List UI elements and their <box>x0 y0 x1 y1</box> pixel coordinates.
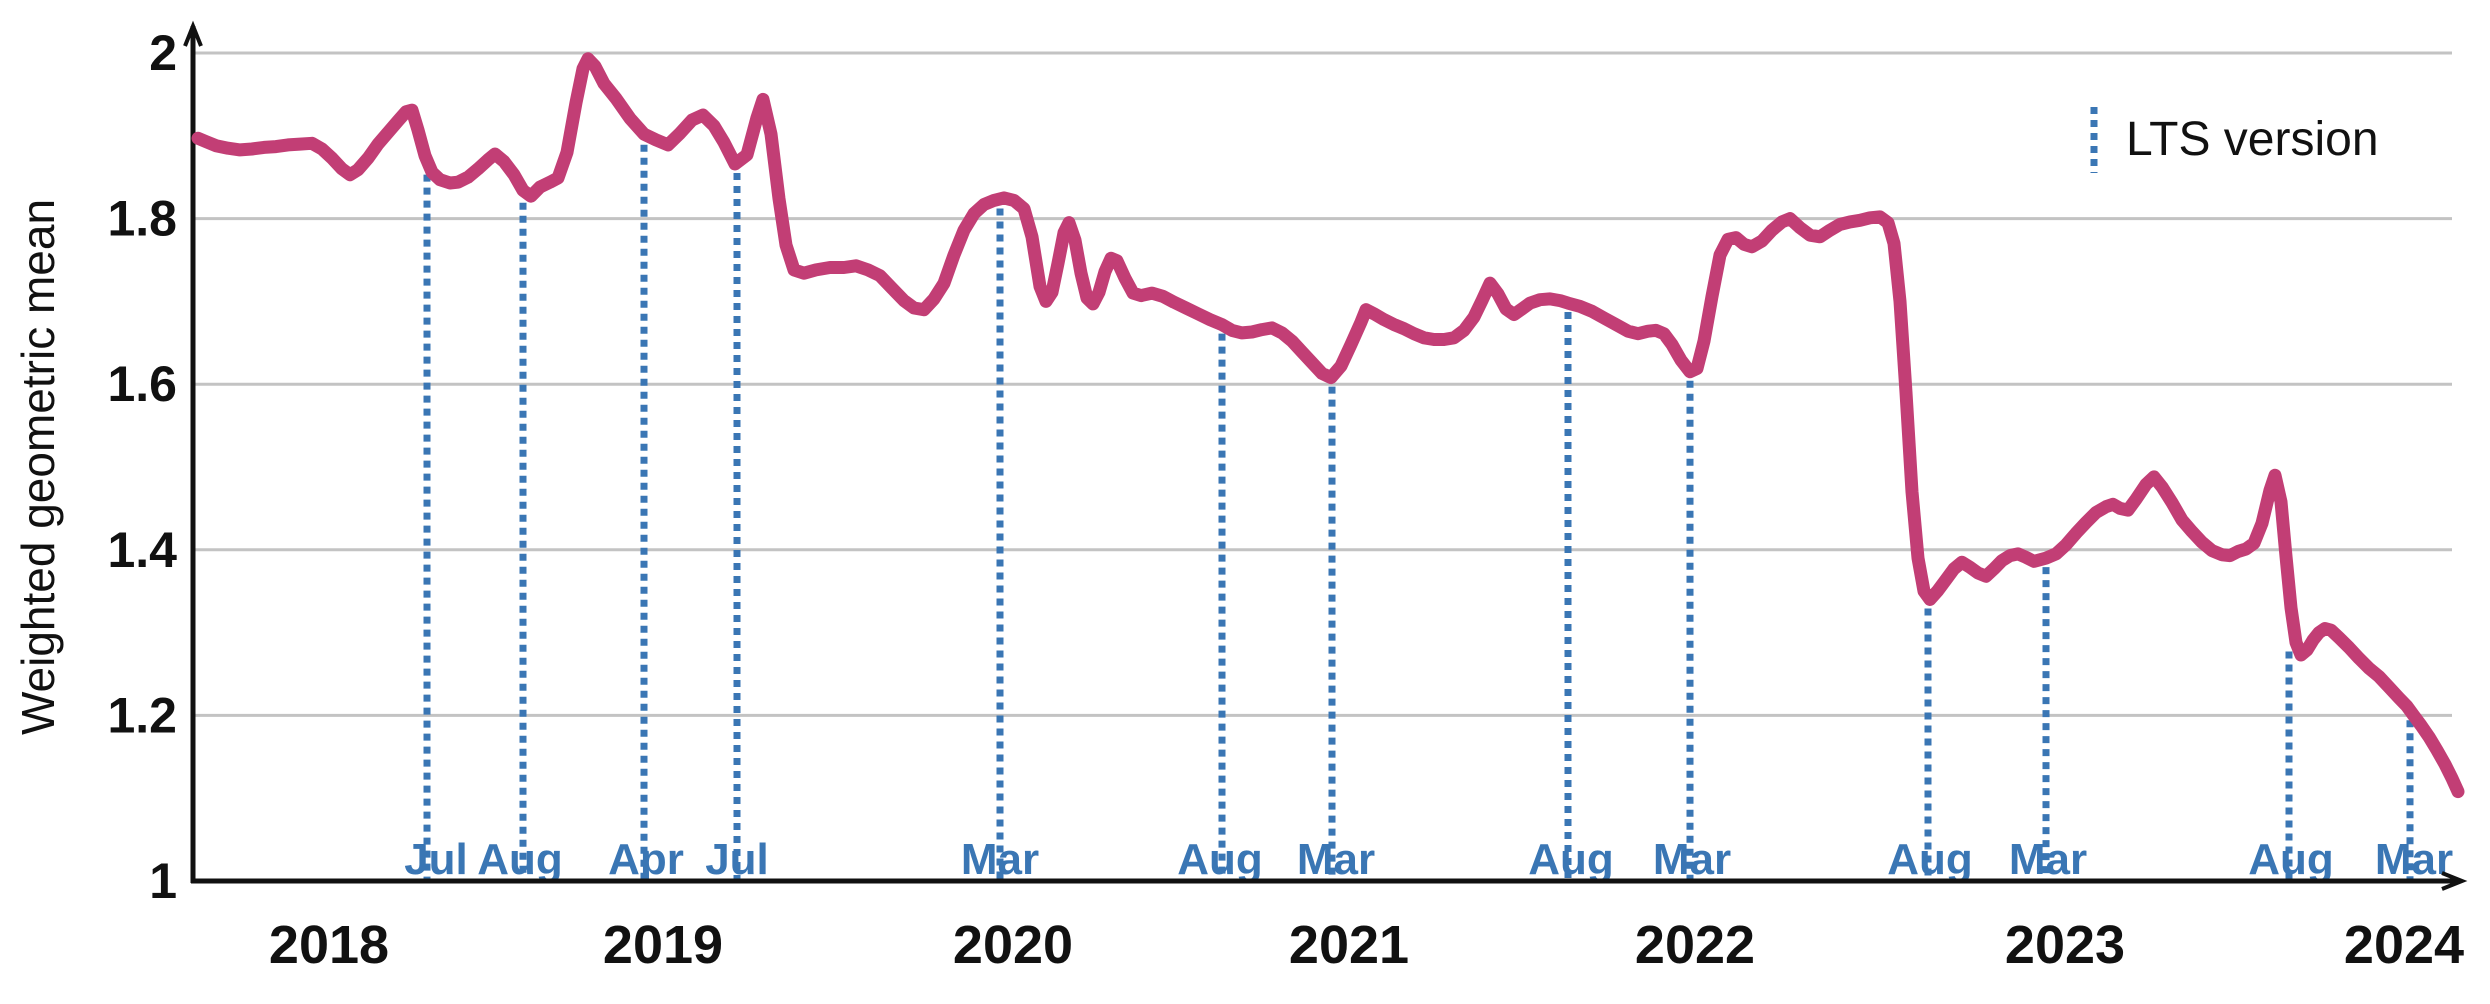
y-tick-label: 1.8 <box>107 191 177 247</box>
lts-month-label: Aug <box>1528 835 1614 884</box>
y-axis-arrow-icon <box>183 20 203 47</box>
legend-lts-marker-icon <box>2090 107 2098 173</box>
legend-label: LTS version <box>2126 112 2379 166</box>
y-tick-label: 1.2 <box>107 687 177 743</box>
x-year-label: 2022 <box>1635 915 1755 975</box>
y-tick-label: 2 <box>149 25 177 81</box>
lts-month-label: Apr <box>608 835 684 884</box>
lts-month-label: Mar <box>2375 835 2453 884</box>
data-series-line <box>191 52 2465 799</box>
x-year-label: 2018 <box>269 915 389 975</box>
lts-month-label: Aug <box>477 835 563 884</box>
x-year-label: 2023 <box>2005 915 2125 975</box>
lts-month-label: Aug <box>1887 835 1973 884</box>
lts-month-label: Jul <box>705 835 769 884</box>
y-tick-label: 1 <box>149 853 177 909</box>
lts-month-label: Mar <box>1297 835 1375 884</box>
y-tick-label: 1.4 <box>107 522 177 578</box>
x-year-label: 2024 <box>2344 915 2464 975</box>
lts-month-label: Aug <box>2248 835 2334 884</box>
lts-month-label: Mar <box>961 835 1039 884</box>
lts-month-label: Aug <box>1177 835 1263 884</box>
legend: LTS version <box>2086 104 2379 174</box>
x-year-label: 2019 <box>603 915 723 975</box>
x-axis-arrow-icon <box>2441 871 2468 891</box>
x-year-label: 2021 <box>1289 915 1409 975</box>
lts-month-label: Mar <box>2009 835 2087 884</box>
lts-month-label: Mar <box>1653 835 1731 884</box>
y-tick-label: 1.6 <box>107 356 177 412</box>
lts-month-label: Jul <box>404 835 468 884</box>
y-axis-title: Weighted geometric mean <box>12 198 64 736</box>
x-year-label: 2020 <box>953 915 1073 975</box>
